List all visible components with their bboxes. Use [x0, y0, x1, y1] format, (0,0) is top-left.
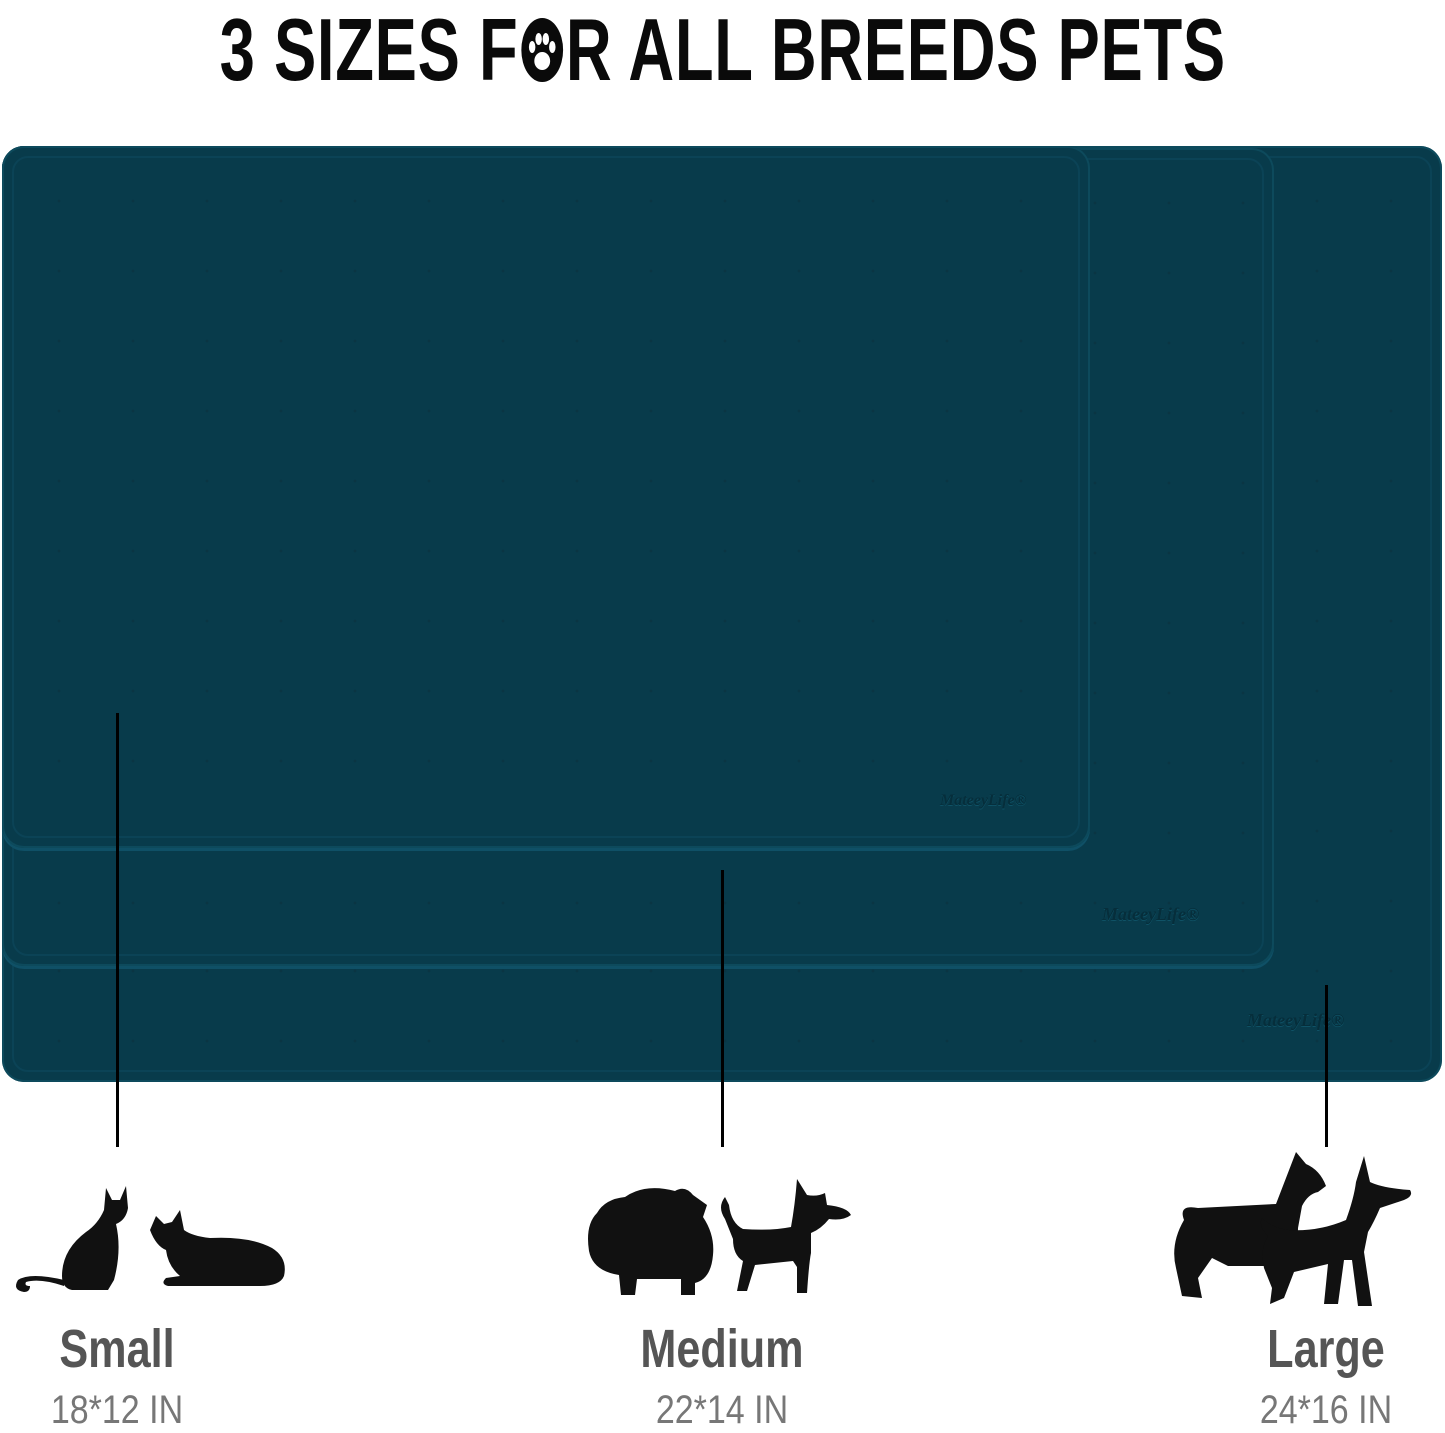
- brand-logo: MateeyLife®: [1102, 904, 1199, 925]
- large-pointer-line: [1325, 985, 1328, 1147]
- small-dogs-silhouette-icon: [585, 1175, 855, 1300]
- size-dimensions-large: 24*16 IN: [1199, 1388, 1445, 1433]
- brand-logo: MateeyLife®: [940, 792, 1027, 810]
- small-pointer-line: [116, 713, 119, 1147]
- size-label-large: Large: [1206, 1318, 1445, 1380]
- paw-icon: [520, 17, 565, 83]
- size-label-small: Small: [0, 1318, 237, 1380]
- size-label-medium: Medium: [602, 1318, 842, 1380]
- size-dimensions-small: 18*12 IN: [0, 1388, 245, 1433]
- headline: 3 SIZES F R ALL BREEDS PETS: [0, 0, 1445, 100]
- headline-text-start: 3 SIZES F: [219, 0, 518, 101]
- brand-logo: MateeyLife®: [1247, 1010, 1344, 1031]
- medium-pointer-line: [721, 870, 724, 1147]
- large-dogs-silhouette-icon: [1168, 1148, 1418, 1313]
- headline-text-end: R ALL BREEDS PETS: [566, 0, 1226, 101]
- small-mat: MateeyLife®: [2, 146, 1090, 848]
- cats-silhouette-icon: [10, 1180, 290, 1295]
- size-dimensions-medium: 22*14 IN: [595, 1388, 850, 1433]
